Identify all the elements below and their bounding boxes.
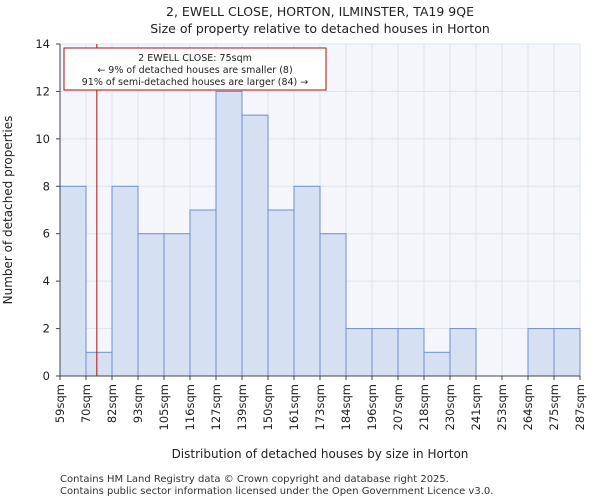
bar <box>397 328 425 377</box>
x-axis-label: Distribution of detached houses by size … <box>172 447 469 461</box>
annotation-box <box>63 47 327 91</box>
y-tick-label: 14 <box>35 37 50 51</box>
x-tick-label: 241sqm <box>469 384 483 430</box>
x-tick-label: 70sqm <box>79 384 93 423</box>
x-tick-label: 207sqm <box>391 384 405 430</box>
y-tick-label: 4 <box>43 274 50 288</box>
x-tick-label: 253sqm <box>495 384 509 430</box>
chart-title: 2, EWELL CLOSE, HORTON, ILMINSTER, TA19 … <box>166 4 474 19</box>
x-tick-label: 184sqm <box>339 384 353 430</box>
bar <box>293 185 321 377</box>
x-axis-ticks: 59sqm 70sqm 82sqm 93sqm 105sqm 116sqm 127sqm 13… <box>53 376 587 430</box>
x-tick-label: 287sqm <box>573 384 587 430</box>
bar <box>449 328 477 377</box>
x-tick-label: 105sqm <box>157 384 171 430</box>
bar <box>371 328 399 377</box>
y-axis-label: Number of detached properties <box>1 116 15 305</box>
annotation-line-1: 2 EWELL CLOSE: 75sqm <box>138 53 252 64</box>
x-tick-label: 161sqm <box>287 384 301 430</box>
footer-line-2: Contains public sector information licen… <box>60 486 493 497</box>
y-tick-label: 8 <box>43 179 50 193</box>
bar <box>85 351 113 377</box>
y-tick-label: 0 <box>43 369 50 383</box>
bar <box>163 233 191 377</box>
footer-line-1: Contains HM Land Registry data © Crown c… <box>60 474 449 485</box>
x-tick-label: 82sqm <box>105 384 119 423</box>
bar <box>215 90 243 377</box>
x-tick-label: 230sqm <box>443 384 457 430</box>
x-tick-label: 139sqm <box>235 384 249 430</box>
bar <box>241 114 269 377</box>
bar <box>59 185 87 377</box>
bar <box>527 328 555 377</box>
y-tick-label: 12 <box>35 84 50 98</box>
x-tick-label: 275sqm <box>547 384 561 430</box>
bar <box>423 351 451 377</box>
bar <box>345 328 373 377</box>
y-axis-ticks: 0 2 4 6 8 10 12 14 <box>35 37 60 383</box>
bar <box>267 209 295 377</box>
x-tick-label: 173sqm <box>313 384 327 430</box>
bar <box>111 185 139 377</box>
annotation-line-3: 91% of semi-detached houses are larger (… <box>82 77 309 88</box>
bar <box>189 209 217 377</box>
bar-series <box>59 90 581 377</box>
y-tick-label: 2 <box>43 322 50 336</box>
x-tick-label: 127sqm <box>209 384 223 430</box>
x-tick-label: 116sqm <box>183 384 197 430</box>
bar <box>319 233 347 377</box>
x-tick-label: 150sqm <box>261 384 275 430</box>
bar <box>137 233 165 377</box>
x-tick-label: 264sqm <box>521 384 535 430</box>
chart-subtitle: Size of property relative to detached ho… <box>150 21 490 36</box>
y-tick-label: 10 <box>35 132 50 146</box>
x-tick-label: 93sqm <box>131 384 145 423</box>
y-tick-label: 6 <box>43 227 50 241</box>
x-tick-label: 59sqm <box>53 384 67 423</box>
x-tick-label: 218sqm <box>417 384 431 430</box>
x-tick-label: 196sqm <box>365 384 379 430</box>
annotation-line-2: ← 9% of detached houses are smaller (8) <box>97 65 292 76</box>
bar <box>553 328 581 377</box>
